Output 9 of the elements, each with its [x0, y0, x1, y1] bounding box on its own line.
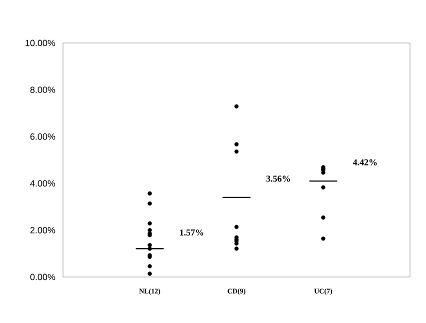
- annotation: 1.57%: [180, 229, 204, 236]
- y-tick-label: 10.00%: [26, 40, 56, 46]
- y-tick-label: 4.00%: [30, 180, 56, 187]
- y-tick-label: 2.00%: [30, 226, 56, 234]
- annotation: 3.56%: [266, 176, 290, 182]
- y-tick-label: 8.00%: [30, 86, 56, 93]
- y-tick-label: 0.00%: [30, 274, 56, 280]
- annotation: 4.42%: [352, 159, 377, 166]
- y-tick-label: 6.00%: [30, 133, 56, 140]
